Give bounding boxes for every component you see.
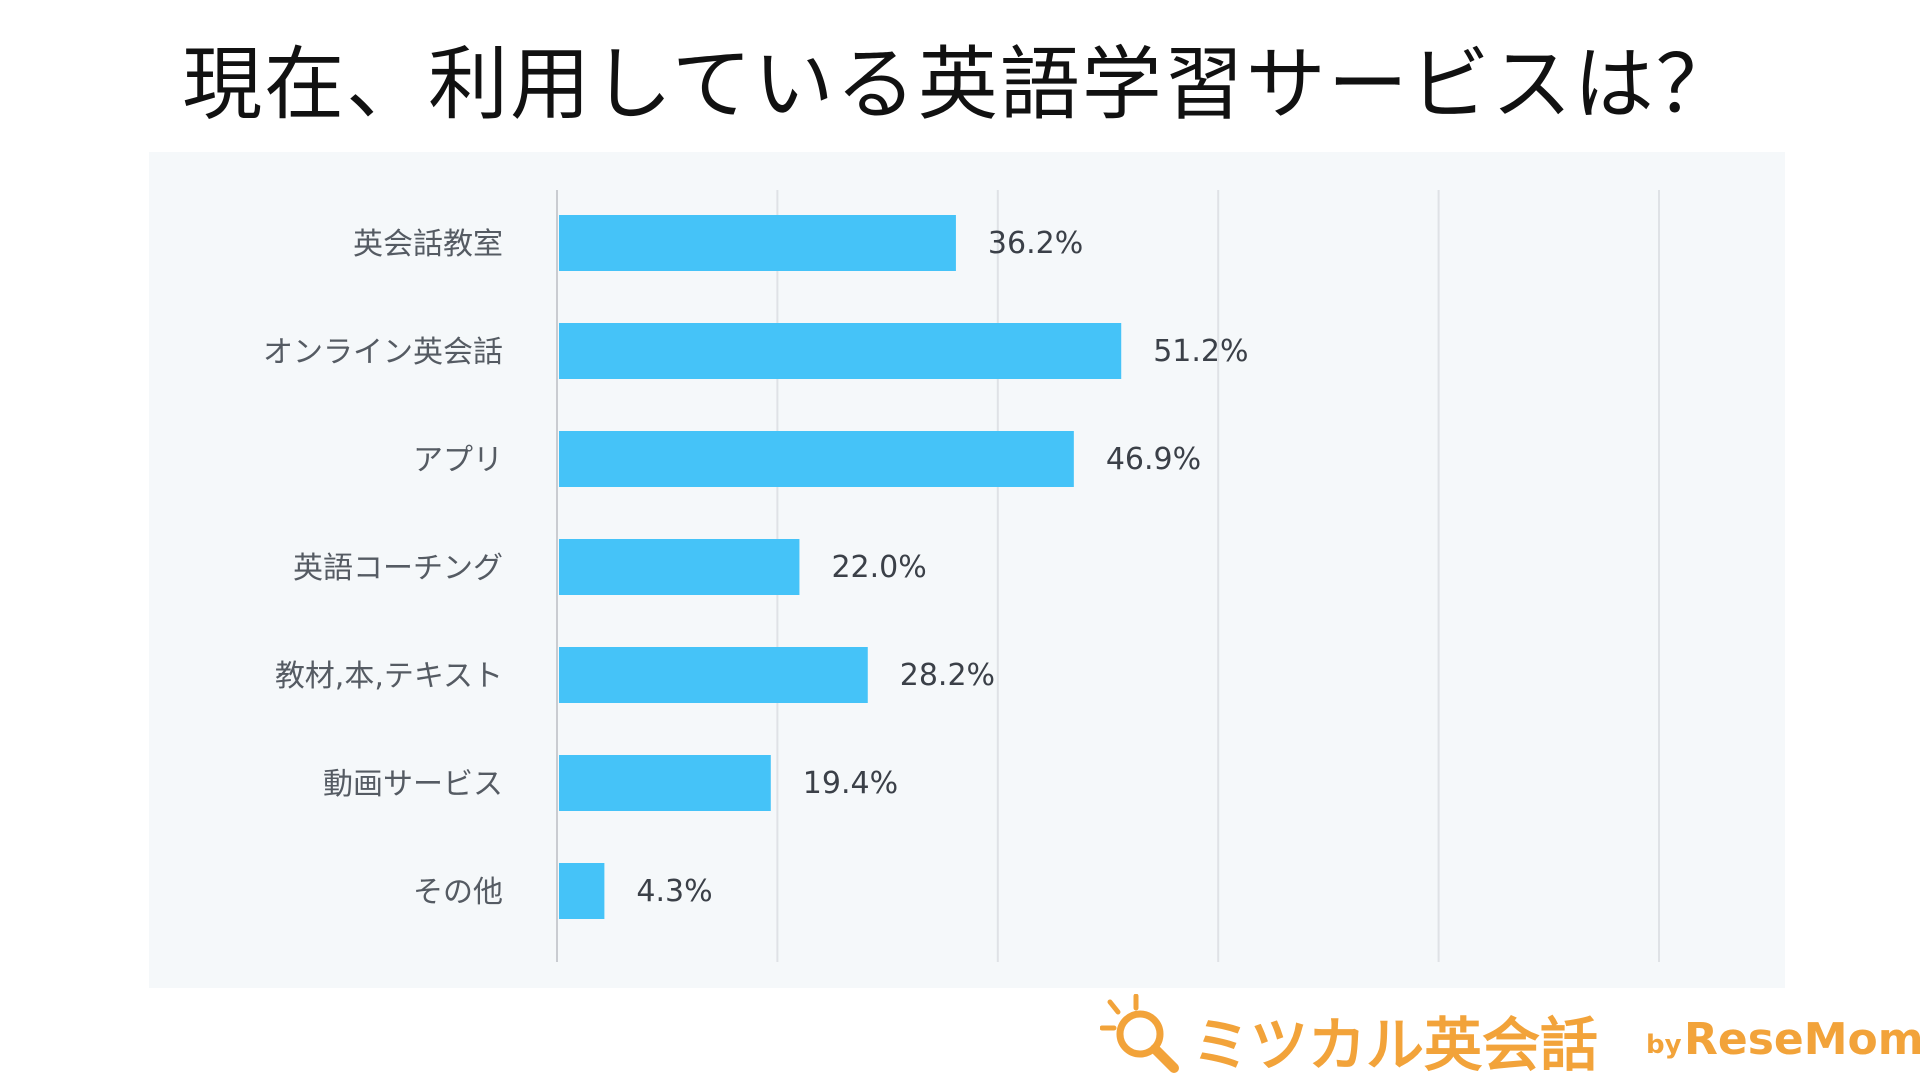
bar-chart: 英会話教室 36.2% オンライン英会話 51.2% アプリ 46.9% 英語コーチング 22…	[263, 190, 1660, 962]
page-title: 現在、利用している英語学習サービスは？	[182, 38, 1738, 131]
bar	[559, 755, 771, 811]
bar	[559, 323, 1122, 379]
bar	[559, 647, 868, 703]
bar	[559, 215, 956, 271]
magnifier-icon	[1100, 994, 1179, 1073]
brand-logo: ミツカル英会話 by ReseMom	[1100, 990, 1920, 1080]
category-label: 英会話教室	[353, 227, 503, 262]
data-label: 28.2%	[900, 658, 995, 693]
category-label: オンライン英会話	[263, 335, 503, 370]
logo-by-text: by	[1646, 1030, 1682, 1060]
bar	[559, 863, 605, 919]
category-label: 英語コーチング	[293, 551, 503, 586]
bar	[559, 539, 800, 595]
data-label: 36.2%	[988, 226, 1083, 261]
category-label: その他	[413, 875, 503, 910]
data-label: 46.9%	[1106, 442, 1201, 477]
category-label: 動画サービス	[323, 767, 503, 802]
data-label: 51.2%	[1153, 334, 1248, 369]
logo-main-text: ミツカル英会話	[1192, 1011, 1599, 1079]
data-label: 22.0%	[831, 550, 926, 585]
category-label: アプリ	[413, 443, 503, 478]
category-label: 教材,本,テキスト	[275, 659, 503, 694]
logo-brand-text: ReseMom	[1684, 1014, 1920, 1065]
chart-panel: 英会話教室 36.2% オンライン英会話 51.2% アプリ 46.9% 英語コーチング 22…	[149, 152, 1785, 988]
bar	[559, 431, 1074, 487]
data-label: 4.3%	[636, 874, 712, 909]
data-label: 19.4%	[803, 766, 898, 801]
